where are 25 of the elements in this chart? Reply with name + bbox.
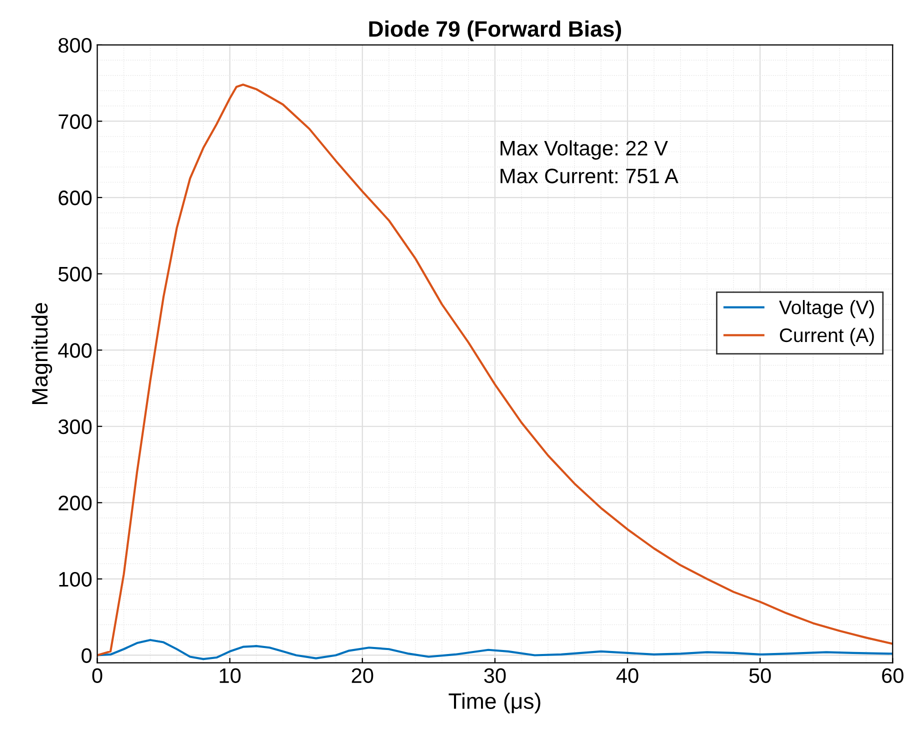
legend-label: Current (A) bbox=[780, 328, 874, 346]
y-tick-label: 300 bbox=[58, 419, 92, 434]
chart-title: Diode 79 (Forward Bias) bbox=[369, 20, 622, 42]
y-tick-label: 200 bbox=[58, 496, 92, 510]
y-tick-label: 400 bbox=[58, 343, 92, 358]
y-axis-title: Magnitude bbox=[31, 303, 52, 404]
y-tick-label: 600 bbox=[58, 190, 92, 206]
y-tick-label: 500 bbox=[58, 266, 92, 282]
y-tick-label: 800 bbox=[58, 38, 92, 53]
x-tick-label: 20 bbox=[352, 668, 374, 684]
legend-label: Voltage (V) bbox=[779, 300, 874, 318]
line-series bbox=[97, 638, 893, 660]
x-tick-label: 50 bbox=[749, 668, 771, 684]
x-tick-label: 40 bbox=[616, 668, 638, 684]
y-tick-label: 700 bbox=[58, 114, 92, 129]
x-tick-label: 0 bbox=[92, 668, 102, 684]
y-tick-label: 100 bbox=[59, 572, 92, 587]
annotation: Max Current: 751 A bbox=[500, 168, 678, 184]
annotation: Max Voltage: 22 V bbox=[500, 140, 668, 160]
x-axis-title: Time (μs) bbox=[448, 692, 540, 714]
x-tick-label: 10 bbox=[220, 668, 241, 684]
x-tick-label: 30 bbox=[484, 668, 506, 684]
line-series bbox=[97, 84, 893, 656]
x-tick-label: 60 bbox=[882, 668, 904, 684]
y-tick-label: 0 bbox=[82, 648, 92, 663]
